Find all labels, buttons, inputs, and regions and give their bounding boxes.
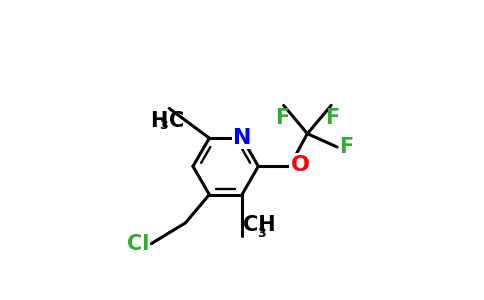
Text: H: H	[151, 111, 167, 131]
Text: CH: CH	[243, 215, 276, 235]
Text: F: F	[275, 108, 289, 128]
Text: C: C	[169, 111, 184, 131]
Text: O: O	[291, 155, 310, 175]
Text: 3: 3	[159, 119, 167, 132]
Text: F: F	[339, 137, 354, 157]
Text: 3: 3	[257, 227, 266, 240]
Text: Cl: Cl	[127, 234, 150, 254]
Text: F: F	[326, 108, 340, 128]
Text: N: N	[233, 128, 251, 148]
